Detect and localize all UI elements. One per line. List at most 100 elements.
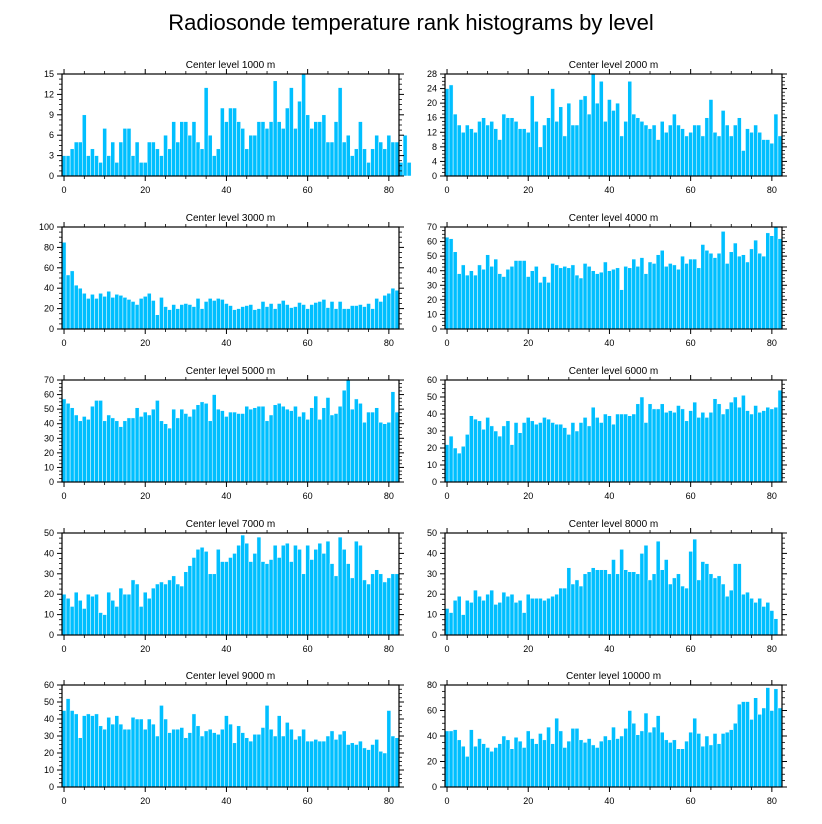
histogram-bar bbox=[704, 417, 710, 483]
histogram-bar bbox=[554, 717, 559, 788]
histogram-bar bbox=[297, 549, 302, 636]
histogram-bar bbox=[712, 398, 718, 483]
histogram-bar bbox=[228, 107, 233, 177]
histogram-bar bbox=[627, 710, 633, 788]
histogram-bar bbox=[692, 538, 697, 636]
histogram-bar bbox=[708, 744, 714, 788]
histogram-bar bbox=[664, 266, 669, 330]
histogram-bar bbox=[171, 575, 176, 636]
histogram-bar bbox=[733, 242, 738, 330]
histogram-bar bbox=[728, 251, 734, 330]
histogram-bar bbox=[90, 294, 95, 330]
y-tick-label: 12 bbox=[44, 89, 54, 99]
histogram-bar bbox=[82, 608, 87, 636]
histogram-bar bbox=[603, 735, 608, 788]
histogram-bar bbox=[138, 606, 144, 636]
histogram-bar bbox=[118, 723, 124, 788]
y-tick-label: 50 bbox=[427, 528, 437, 538]
histogram-bar bbox=[179, 121, 185, 177]
histogram-bar bbox=[382, 752, 388, 788]
histogram-bar bbox=[240, 306, 245, 330]
histogram-bar bbox=[647, 128, 653, 177]
histogram-bar bbox=[94, 298, 99, 330]
histogram-bar bbox=[297, 416, 302, 483]
histogram-bar bbox=[358, 544, 363, 636]
histogram-bar bbox=[248, 561, 254, 636]
histogram-bar bbox=[293, 405, 298, 483]
x-tick-label: 80 bbox=[384, 491, 394, 501]
histogram-bar bbox=[333, 121, 339, 177]
histogram-bar bbox=[635, 403, 641, 483]
y-tick-label: 40 bbox=[427, 266, 437, 276]
histogram-bar bbox=[151, 141, 156, 177]
histogram-bar bbox=[765, 602, 771, 636]
histogram-bar bbox=[325, 540, 331, 636]
histogram-bar bbox=[362, 579, 367, 636]
histogram-bar bbox=[505, 420, 511, 483]
histogram-bar bbox=[281, 300, 286, 330]
histogram-bar bbox=[90, 595, 95, 636]
y-tick-label: 20 bbox=[427, 589, 437, 599]
histogram-bar bbox=[220, 728, 225, 788]
x-tick-label: 0 bbox=[445, 644, 450, 654]
histogram-bar bbox=[179, 727, 185, 788]
x-tick-label: 60 bbox=[303, 491, 313, 501]
histogram-bar bbox=[643, 712, 649, 788]
histogram-bar bbox=[460, 614, 466, 636]
histogram-bar bbox=[481, 269, 486, 330]
histogram-bar bbox=[578, 422, 584, 483]
histogram-bar bbox=[444, 88, 450, 177]
histogram-bar bbox=[345, 379, 351, 483]
histogram-bar bbox=[534, 598, 539, 636]
y-tick-label: 60 bbox=[427, 375, 437, 385]
histogram-bar bbox=[724, 408, 730, 483]
histogram-bar bbox=[460, 132, 466, 177]
histogram-bar bbox=[236, 308, 241, 330]
histogram-bar bbox=[102, 296, 107, 330]
histogram-bar bbox=[623, 121, 628, 177]
x-tick-label: 0 bbox=[445, 338, 450, 348]
histogram-bar bbox=[639, 553, 645, 636]
histogram-bar bbox=[465, 124, 470, 177]
histogram-bar bbox=[777, 238, 783, 330]
x-tick-label: 60 bbox=[303, 185, 313, 195]
histogram-bar bbox=[220, 107, 225, 177]
histogram-bar bbox=[688, 410, 693, 483]
histogram-bar bbox=[236, 121, 241, 177]
histogram-bar bbox=[73, 591, 79, 636]
histogram-bar bbox=[570, 583, 576, 636]
histogram-bar bbox=[586, 738, 592, 788]
histogram-bar bbox=[211, 300, 217, 330]
histogram-bar bbox=[289, 410, 294, 483]
histogram-bar bbox=[183, 121, 189, 177]
histogram-bar bbox=[345, 563, 351, 636]
histogram-bar bbox=[321, 740, 327, 788]
histogram-bar bbox=[77, 600, 83, 636]
histogram-bar bbox=[130, 301, 136, 330]
histogram-bar bbox=[216, 298, 221, 330]
histogram-bar bbox=[566, 267, 572, 330]
histogram-bar bbox=[142, 296, 148, 330]
histogram-bar bbox=[272, 544, 278, 636]
histogram-bar bbox=[289, 728, 294, 788]
histogram-bar bbox=[708, 412, 714, 483]
histogram-bar bbox=[497, 139, 503, 177]
histogram-bar bbox=[676, 269, 681, 330]
histogram-bar bbox=[566, 102, 572, 177]
y-tick-label: 40 bbox=[427, 548, 437, 558]
histogram-bar bbox=[216, 408, 221, 483]
histogram-bar bbox=[77, 737, 83, 788]
histogram-bar bbox=[77, 287, 83, 330]
histogram-bar bbox=[586, 425, 592, 483]
histogram-bar bbox=[244, 737, 250, 788]
histogram-bar bbox=[582, 95, 588, 177]
histogram-bar bbox=[394, 737, 400, 788]
histogram-bar bbox=[562, 427, 568, 483]
x-tick-label: 60 bbox=[686, 185, 696, 195]
histogram-bar bbox=[276, 303, 282, 330]
histogram-bar bbox=[191, 306, 197, 330]
histogram-bar bbox=[82, 416, 87, 483]
histogram-bar bbox=[477, 595, 482, 636]
histogram-bar bbox=[305, 740, 310, 788]
histogram-bar bbox=[337, 87, 343, 177]
